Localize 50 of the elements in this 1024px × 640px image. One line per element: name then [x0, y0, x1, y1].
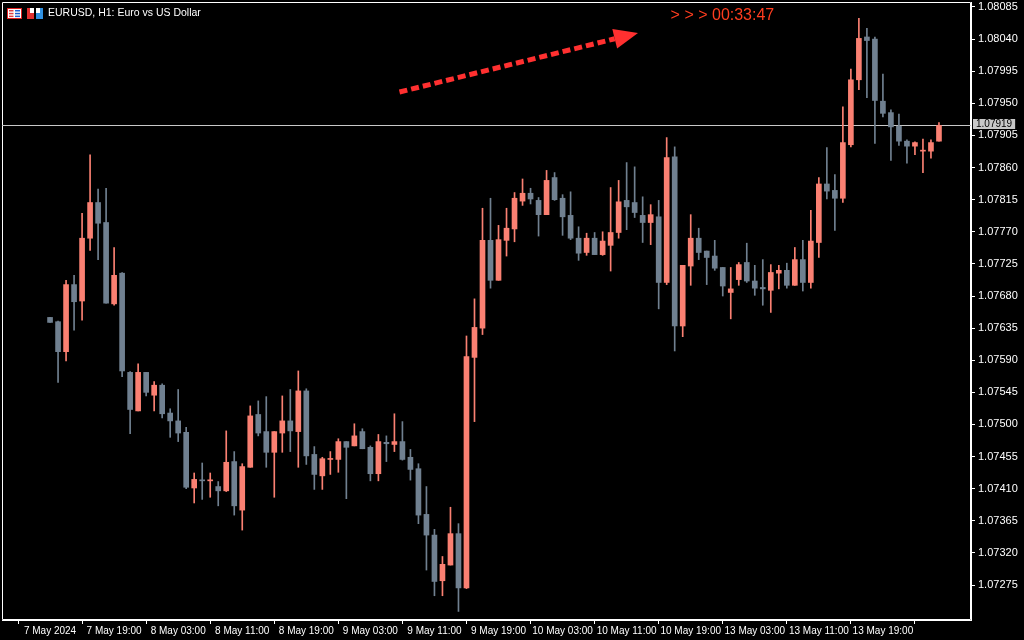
y-tick-label: 1.07725 [978, 256, 1018, 269]
y-tick-label: 1.07410 [978, 481, 1018, 494]
x-tick-label: 9 May 11:00 [407, 624, 463, 636]
y-tick-label: 1.07320 [978, 545, 1018, 558]
candlestick [824, 147, 830, 200]
y-tick-label: 1.07995 [978, 64, 1018, 77]
candlestick [759, 259, 766, 306]
candlestick [703, 250, 710, 285]
candlestick [175, 389, 182, 442]
annotation: > > > 00:33:47 [670, 6, 775, 24]
candlestick [775, 265, 782, 290]
x-tick-label: 9 May 19:00 [470, 624, 527, 636]
candlestick [864, 28, 870, 98]
candlestick [832, 174, 838, 231]
candlestick [904, 139, 910, 164]
x-tick-label: 7 May 19:00 [86, 624, 143, 636]
y-tick-label: 1.07815 [978, 192, 1018, 205]
y-tick-label: 1.08085 [978, 0, 1018, 13]
y-tick-label: 1.07590 [978, 353, 1018, 366]
x-tick-label: 8 May 03:00 [150, 624, 207, 636]
y-tick-label: 1.07770 [978, 224, 1018, 237]
x-tick-label: 10 May 11:00 [596, 624, 658, 636]
y-tick-label: 1.07860 [978, 160, 1018, 173]
x-tick-label: 13 May 11:00 [788, 624, 850, 636]
candlestick [287, 389, 294, 452]
candlestick [751, 265, 758, 296]
x-tick-label: 13 May 03:00 [724, 624, 786, 636]
y-tick-label: 1.07455 [978, 449, 1018, 462]
y-tick-label: 1.07950 [978, 96, 1018, 109]
candlestick [167, 408, 173, 438]
y-tick-label: 1.07275 [978, 578, 1018, 591]
ref-line-label: 1.07919 [976, 117, 1013, 129]
x-tick-label: 13 May 19:00 [852, 624, 914, 636]
candlestick [727, 267, 734, 320]
y-tick-label: 1.07680 [978, 289, 1018, 302]
x-tick-label: 10 May 03:00 [532, 624, 594, 636]
candlestick [215, 481, 222, 507]
y-tick-label: 1.07365 [978, 513, 1018, 526]
y-tick-label: 1.08040 [978, 32, 1018, 45]
x-tick-label: 8 May 19:00 [278, 624, 335, 636]
candlestick [279, 395, 286, 453]
y-tick-label: 1.07905 [978, 128, 1018, 141]
chart-title: EURUSD, H1: Euro vs US Dollar [48, 5, 202, 18]
x-tick-label: 10 May 19:00 [660, 624, 722, 636]
x-tick-label: 9 May 03:00 [342, 624, 399, 636]
y-tick-label: 1.07635 [978, 321, 1018, 334]
x-tick-label: 7 May 2024 [23, 624, 77, 636]
y-tick-label: 1.07545 [978, 385, 1018, 398]
y-tick-label: 1.07500 [978, 417, 1018, 430]
x-tick-label: 8 May 11:00 [215, 624, 270, 636]
